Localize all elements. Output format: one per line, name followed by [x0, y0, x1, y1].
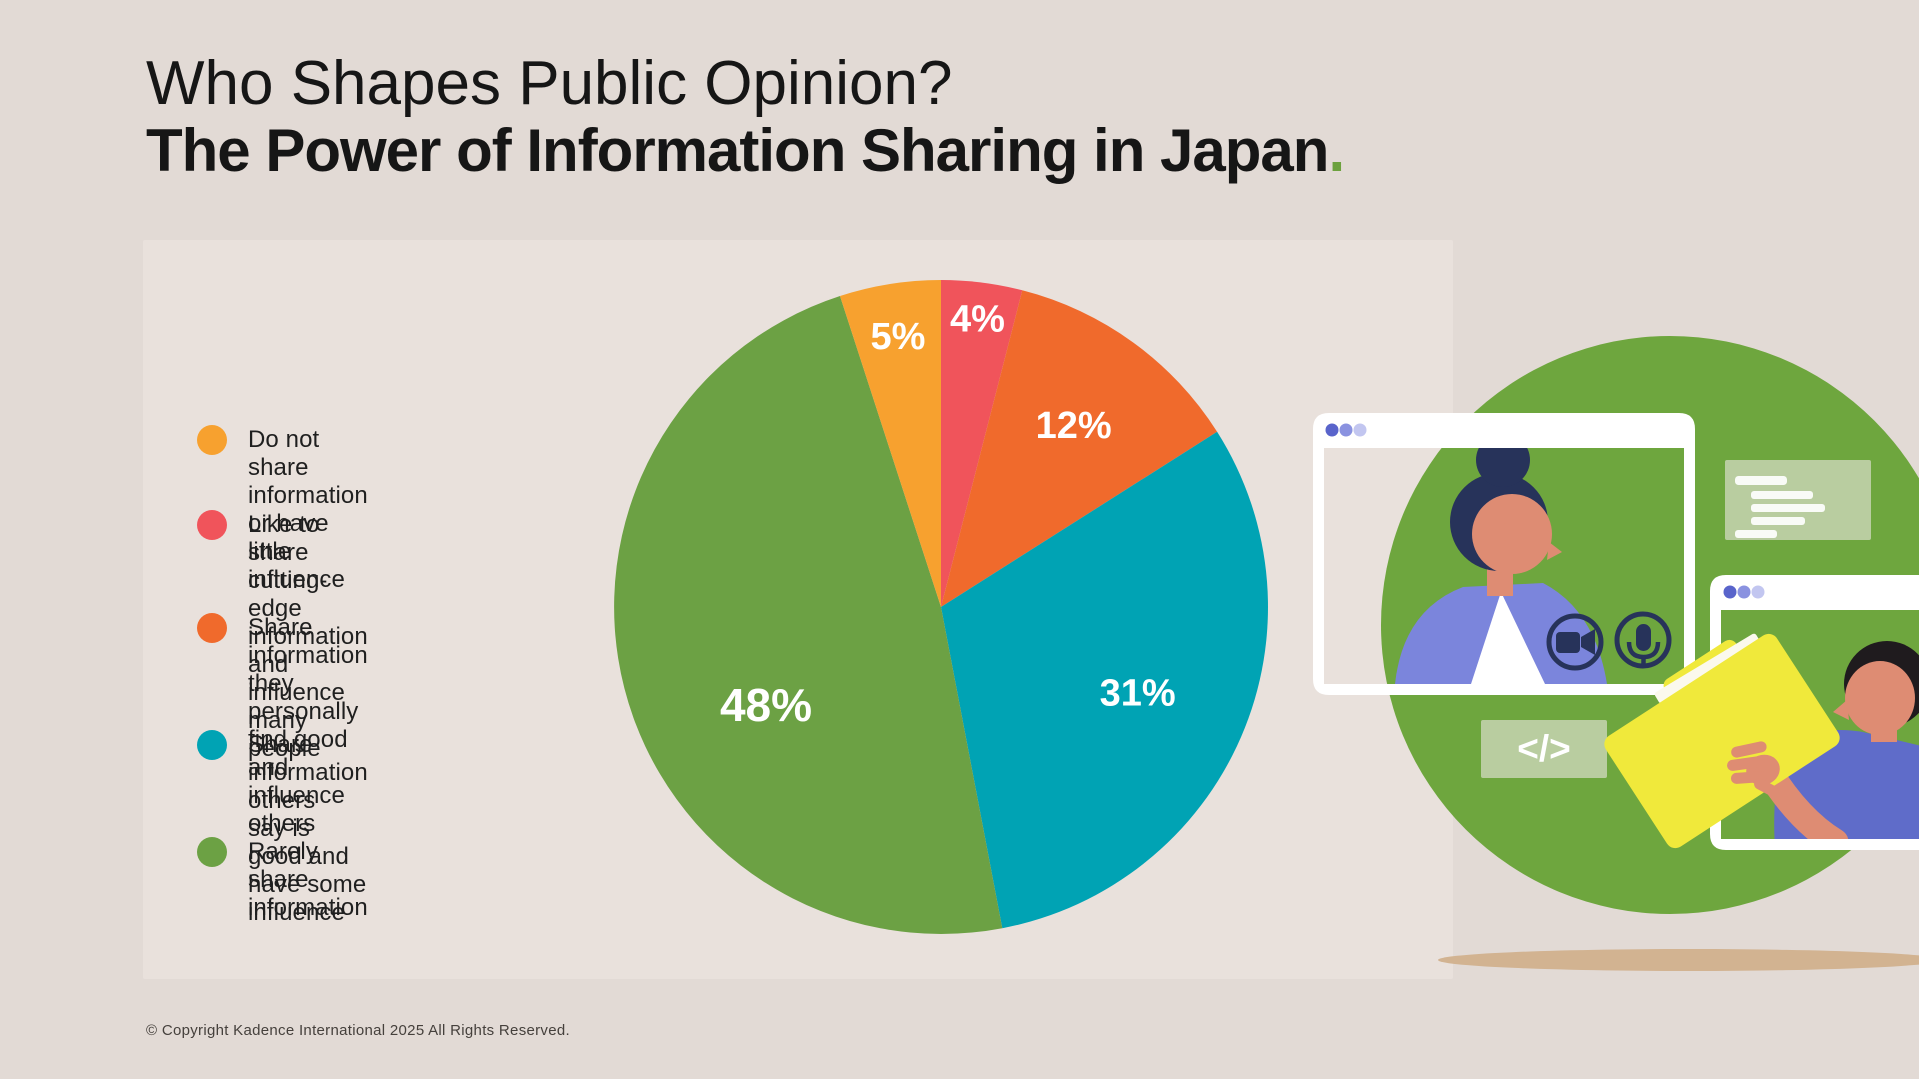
legend-label: Do not share information or have little …: [248, 426, 368, 593]
title-line-1: Who Shapes Public Opinion?: [146, 49, 953, 118]
pie-slice-red: [941, 280, 1023, 607]
window-dot-2: [1737, 585, 1751, 599]
legend-label: Share information others say is good and…: [248, 731, 368, 926]
window-dot-1: [1325, 423, 1339, 437]
pie-data-label-orange: 12%: [1036, 405, 1112, 447]
pie-data-label-red: 4%: [950, 299, 1005, 341]
title-line-2-text: The Power of Information Sharing in Japa…: [146, 117, 1329, 184]
legend-label: Like to share cutting-edge information a…: [248, 511, 368, 762]
ear: [1496, 523, 1514, 541]
pie-data-label-green: 48%: [720, 679, 812, 731]
legend-item-teal: Share information others say is good and…: [197, 730, 368, 927]
legend-item-orange: Share information they personally find g…: [197, 613, 368, 838]
legend-item-green: Rarely share information: [197, 837, 368, 922]
pie-slice-amber: [840, 280, 941, 607]
pie-data-label-teal: 31%: [1100, 672, 1176, 714]
window-dot-3: [1353, 423, 1367, 437]
legend-item-amber: Do not share information or have little …: [197, 425, 368, 594]
pie-slice-teal: [941, 431, 1268, 929]
hand: [1727, 741, 1780, 797]
chat-lines-icon: [1725, 460, 1871, 540]
pie-slice-orange: [941, 290, 1218, 607]
legend-dot-teal: [197, 730, 227, 760]
hair-bun: [1476, 448, 1530, 487]
legend-dot-orange: [197, 613, 227, 643]
pie-slice-green: [614, 296, 1003, 934]
window-dot-1: [1723, 585, 1737, 599]
title-accent-period: .: [1328, 117, 1345, 184]
svg-text:</>: </>: [1517, 728, 1571, 769]
window-dot-2: [1339, 423, 1353, 437]
ground-shadow: [1438, 949, 1919, 971]
legend-label: Share information they personally find g…: [248, 614, 368, 837]
page-title: Who Shapes Public Opinion? The Power of …: [146, 49, 1345, 184]
browser-window-2: [1710, 575, 1919, 850]
microphone-icon: [1614, 611, 1672, 669]
video-camera-icon: [1546, 613, 1604, 671]
browser-window-1: [1313, 413, 1695, 695]
window-dot-3: [1751, 585, 1765, 599]
face: [1845, 661, 1915, 735]
code-icon: </>: [1481, 720, 1607, 778]
legend-dot-amber: [197, 425, 227, 455]
pie-chart: 4% 12% 31% 48% 5%: [614, 280, 1268, 934]
legend-dot-red: [197, 510, 227, 540]
title-line-2: The Power of Information Sharing in Japa…: [146, 117, 1345, 184]
video-call-illustration: </>: [1313, 336, 1919, 971]
legend-item-red: Like to share cutting-edge information a…: [197, 510, 368, 763]
pie-data-label-amber: 5%: [871, 316, 926, 358]
copyright-text: © Copyright Kadence International 2025 A…: [146, 1022, 570, 1039]
folder-icon: [1604, 633, 1840, 849]
legend-dot-green: [197, 837, 227, 867]
legend-label: Rarely share information: [248, 838, 368, 921]
ear: [1891, 694, 1907, 714]
